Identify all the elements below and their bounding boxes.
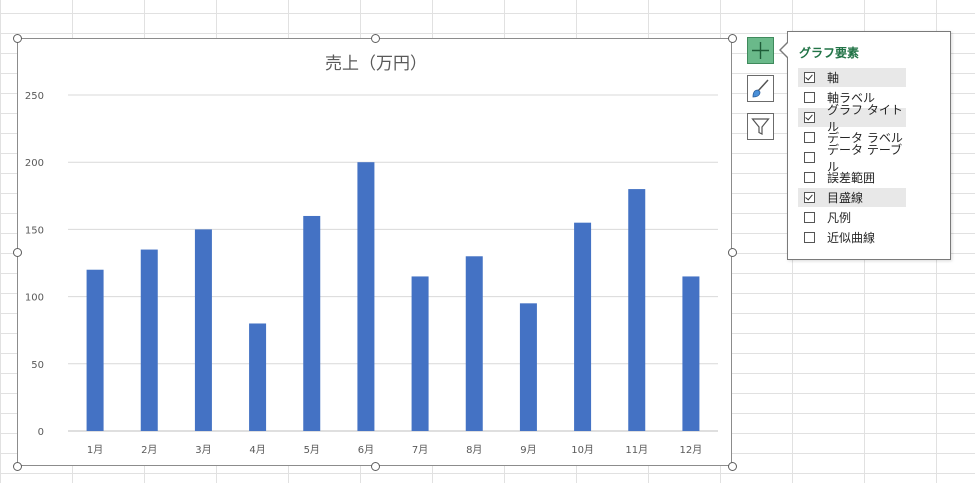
x-tick-label: 9月 <box>520 444 536 456</box>
plus-icon <box>752 42 769 59</box>
y-tick-label: 200 <box>25 158 44 169</box>
bar[interactable] <box>140 249 158 431</box>
bar[interactable] <box>86 269 104 431</box>
chart-elements-panel: グラフ要素 軸軸ラベル グラフ タイトル データ ラベル データ テーブル 誤差範囲目盛… <box>787 31 951 260</box>
checkbox[interactable] <box>804 132 815 143</box>
chart-element-option[interactable]: 軸ラベル <box>798 88 906 107</box>
checkbox[interactable] <box>804 92 815 103</box>
bar[interactable] <box>357 162 375 431</box>
chart-filters-button[interactable] <box>747 113 774 140</box>
x-tick-label: 6月 <box>358 444 374 456</box>
chart-elements-button[interactable] <box>747 37 774 64</box>
bar[interactable] <box>574 222 592 431</box>
chart-element-option[interactable]: 近似曲線 <box>798 228 906 247</box>
chart-styles-button[interactable] <box>747 75 774 102</box>
y-tick-label: 250 <box>25 91 44 102</box>
y-tick-label: 150 <box>25 225 44 236</box>
y-tick-label: 100 <box>25 293 44 304</box>
chart-element-option[interactable]: データ ラベル <box>798 128 906 147</box>
bar[interactable] <box>465 256 483 431</box>
x-tick-label: 11月 <box>625 444 648 456</box>
checkbox[interactable] <box>804 112 815 123</box>
checkbox[interactable] <box>804 232 815 243</box>
option-label: 誤差範囲 <box>827 171 876 185</box>
bar[interactable] <box>628 189 646 431</box>
panel-title: グラフ要素 <box>799 46 860 60</box>
option-label: 近似曲線 <box>827 231 876 245</box>
chart-title[interactable]: 売上（万円） <box>325 54 427 74</box>
resize-handle-bottom-right[interactable] <box>728 462 737 471</box>
x-tick-label: 5月 <box>304 444 320 456</box>
column-chart: 売上（万円） 0 50 100 150 200 250 1月 2月 3月 4月 5月 6月 7月 8月 9月 1… <box>25 54 718 456</box>
checkbox[interactable] <box>804 172 815 183</box>
resize-handle-bottom-center[interactable] <box>371 462 380 471</box>
chart-element-option[interactable]: 目盛線 <box>798 188 906 207</box>
option-label: グラフ タイトル <box>827 102 903 134</box>
funnel-icon <box>751 118 770 135</box>
resize-handle-bottom-left[interactable] <box>13 462 22 471</box>
resize-handle-top-right[interactable] <box>728 34 737 43</box>
option-label: 軸ラベル <box>827 91 876 105</box>
checkmark-icon <box>805 112 813 121</box>
bar[interactable] <box>682 276 700 431</box>
x-tick-label: 12月 <box>680 444 703 456</box>
x-tick-label: 2月 <box>141 444 157 456</box>
option-label: データ テーブル <box>827 142 903 174</box>
checkmark-icon <box>805 192 813 201</box>
paintbrush-icon <box>752 79 769 98</box>
y-tick-label: 50 <box>31 360 44 371</box>
chart-element-option[interactable]: グラフ タイトル <box>798 103 906 134</box>
bar[interactable] <box>303 215 321 431</box>
checkmark-icon <box>805 72 813 81</box>
resize-handle-top-center[interactable] <box>371 34 380 43</box>
checkbox[interactable] <box>804 152 815 163</box>
option-label: 軸 <box>827 71 840 85</box>
chart-area[interactable]: 売上（万円） 0 50 100 150 200 250 1月 2月 3月 4月 5月 6月 7月 8月 9月 1… <box>17 38 732 466</box>
x-tick-label: 7月 <box>412 444 428 456</box>
chart-element-option[interactable]: 凡例 <box>798 208 906 227</box>
bar[interactable] <box>411 276 429 431</box>
resize-handle-middle-left[interactable] <box>13 248 22 257</box>
checkbox[interactable] <box>804 72 815 83</box>
chart-element-option[interactable]: 軸 <box>798 68 906 87</box>
x-tick-label: 8月 <box>466 444 482 456</box>
bar[interactable] <box>194 229 212 431</box>
chart-element-option[interactable]: データ テーブル <box>798 143 906 174</box>
x-tick-label: 4月 <box>249 444 265 456</box>
checkbox[interactable] <box>804 192 815 203</box>
option-label: データ ラベル <box>827 131 903 145</box>
resize-handle-middle-right[interactable] <box>728 248 737 257</box>
resize-handle-top-left[interactable] <box>13 34 22 43</box>
x-tick-label: 3月 <box>195 444 211 456</box>
chart-element-option[interactable]: 誤差範囲 <box>798 168 906 187</box>
checkbox[interactable] <box>804 212 815 223</box>
x-tick-label: 1月 <box>87 444 103 456</box>
option-label: 凡例 <box>827 211 852 225</box>
panel-pointer-inner <box>781 42 789 58</box>
x-tick-label: 10月 <box>571 444 594 456</box>
y-tick-label: 0 <box>38 427 44 438</box>
bar[interactable] <box>249 323 267 431</box>
option-label: 目盛線 <box>827 191 864 205</box>
bar[interactable] <box>519 303 537 431</box>
